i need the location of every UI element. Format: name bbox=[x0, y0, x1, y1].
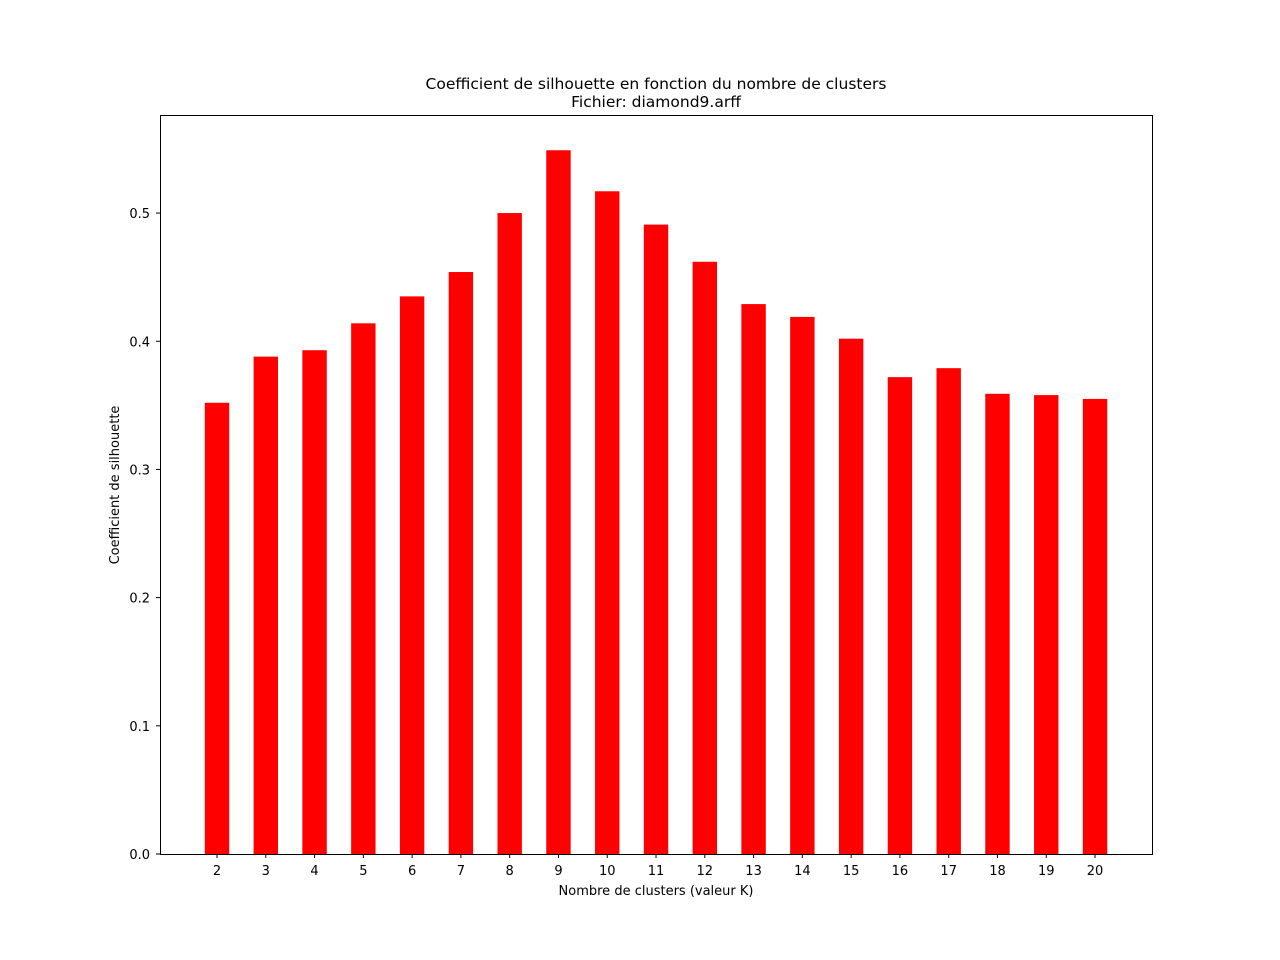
plot-frame bbox=[160, 115, 1153, 855]
bar-k-4 bbox=[302, 350, 327, 854]
bar-k-19 bbox=[1034, 395, 1059, 854]
x-tick-label: 6 bbox=[408, 864, 416, 879]
x-tick-label: 16 bbox=[892, 864, 909, 879]
y-tick-label: 0.0 bbox=[129, 848, 150, 863]
bar-k-2 bbox=[204, 402, 230, 854]
x-tick-label: 9 bbox=[554, 864, 562, 879]
bar-k-8 bbox=[497, 213, 522, 854]
bar-k-10 bbox=[595, 191, 620, 854]
bar-k-18 bbox=[985, 393, 1010, 854]
x-tick-label: 4 bbox=[310, 864, 318, 879]
chart-title: Coefficient de silhouette en fonction du… bbox=[426, 75, 887, 93]
y-tick-label: 0.2 bbox=[129, 592, 150, 607]
x-tick-label: 3 bbox=[262, 864, 270, 879]
bar-k-14 bbox=[790, 316, 815, 854]
x-tick-label: 10 bbox=[599, 864, 616, 879]
x-tick-label: 13 bbox=[745, 864, 762, 879]
bar-k-12 bbox=[692, 261, 717, 854]
y-tick-label: 0.4 bbox=[129, 335, 150, 350]
bar-k-9 bbox=[546, 150, 571, 854]
bar-k-17 bbox=[936, 368, 961, 854]
y-tick-label: 0.3 bbox=[129, 463, 150, 478]
x-tick-label: 11 bbox=[648, 864, 665, 879]
x-tick-label: 20 bbox=[1087, 864, 1104, 879]
y-tick-label: 0.5 bbox=[129, 207, 150, 222]
x-tick-label: 2 bbox=[213, 864, 221, 879]
bar-k-11 bbox=[643, 224, 669, 855]
bars-group bbox=[204, 150, 1108, 855]
x-tick-label: 12 bbox=[697, 864, 714, 879]
x-tick-label: 19 bbox=[1038, 864, 1055, 879]
bar-k-16 bbox=[887, 377, 913, 854]
y-axis-label: Coefficient de silhouette bbox=[108, 406, 123, 565]
bar-k-13 bbox=[741, 304, 766, 855]
x-tick-label: 14 bbox=[794, 864, 811, 879]
x-tick-label: 15 bbox=[843, 864, 860, 879]
bar-k-5 bbox=[351, 323, 376, 854]
chart-subtitle: Fichier: diamond9.arff bbox=[571, 93, 741, 111]
y-tick-label: 0.1 bbox=[129, 720, 150, 735]
bar-k-15 bbox=[838, 338, 864, 854]
bar-k-3 bbox=[253, 356, 278, 854]
x-axis-label: Nombre de clusters (valeur K) bbox=[559, 884, 754, 899]
bar-k-20 bbox=[1082, 398, 1108, 854]
x-tick-label: 17 bbox=[940, 864, 957, 879]
x-tick-label: 5 bbox=[359, 864, 367, 879]
x-tick-label: 7 bbox=[457, 864, 465, 879]
x-axis-ticks: 2 3 4 5 6 7 8 9 10 11 12 13 14 15 16 17 18 19 20 bbox=[213, 854, 1103, 879]
bar-k-6 bbox=[399, 296, 425, 854]
x-tick-label: 8 bbox=[506, 864, 514, 879]
bar-k-7 bbox=[448, 272, 474, 854]
y-axis-ticks: 0.0 0.1 0.2 0.3 0.4 0.5 bbox=[129, 207, 160, 863]
x-tick-label: 18 bbox=[989, 864, 1006, 879]
